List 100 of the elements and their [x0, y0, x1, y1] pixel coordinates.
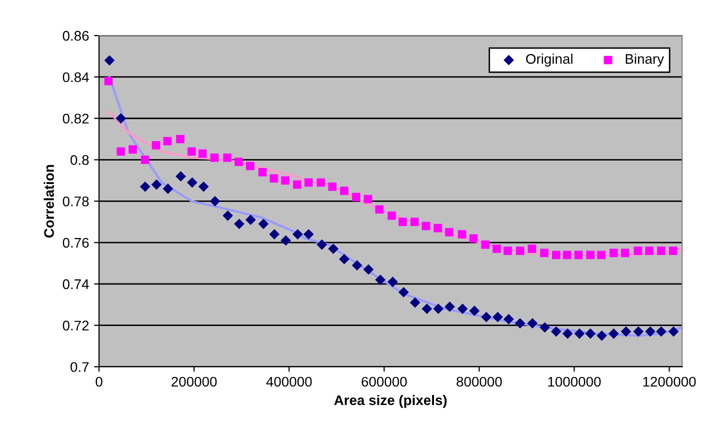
- point: [410, 297, 420, 308]
- point: [597, 250, 606, 260]
- point: [422, 304, 432, 314]
- point: [292, 229, 303, 240]
- point: [596, 330, 607, 341]
- point: [458, 230, 466, 238]
- point: [234, 218, 244, 230]
- point: [210, 196, 220, 206]
- y-tick-label: 0.72: [62, 320, 89, 331]
- y-axis-title: Correlation: [44, 164, 54, 238]
- point: [176, 134, 184, 144]
- point: [656, 326, 666, 337]
- point: [176, 171, 186, 182]
- x-tick-label: 800000: [456, 376, 502, 387]
- point: [492, 312, 503, 322]
- point: [433, 304, 444, 314]
- point: [503, 314, 514, 324]
- point: [269, 229, 280, 240]
- point: [550, 326, 562, 337]
- point: [198, 149, 207, 158]
- point: [457, 304, 468, 314]
- y-tick-label: 0.8: [70, 155, 89, 165]
- point: [258, 168, 267, 176]
- point: [222, 210, 234, 221]
- point: [104, 76, 113, 86]
- point: [234, 158, 243, 166]
- x-tick-label: 1000000: [548, 376, 601, 387]
- point: [527, 318, 538, 328]
- point: [608, 328, 619, 339]
- point: [492, 244, 501, 253]
- point: [620, 326, 632, 337]
- point: [528, 244, 536, 253]
- point: [398, 218, 407, 226]
- point: [552, 250, 560, 260]
- point: [574, 250, 583, 260]
- point: [364, 194, 372, 204]
- x-axis-title: Area size (pixels): [334, 394, 447, 408]
- point: [245, 214, 256, 225]
- point: [328, 182, 337, 191]
- point: [657, 246, 666, 255]
- point: [562, 250, 572, 260]
- point: [270, 174, 278, 183]
- point: [562, 328, 573, 339]
- point: [574, 328, 585, 339]
- point: [104, 55, 115, 66]
- point: [633, 326, 644, 337]
- point: [481, 240, 490, 249]
- point: [668, 326, 679, 337]
- point: [610, 248, 618, 258]
- point: [152, 141, 160, 150]
- point: [645, 246, 654, 255]
- point: [186, 177, 198, 188]
- point: [316, 239, 328, 250]
- point: [339, 254, 350, 264]
- point: [516, 246, 524, 255]
- point: [481, 312, 492, 322]
- point: [410, 218, 419, 226]
- point: [620, 248, 630, 258]
- point: [540, 322, 550, 333]
- y-tick-label: 0.74: [62, 279, 89, 290]
- y-tick-label: 0.84: [62, 72, 89, 82]
- point: [116, 147, 126, 156]
- point: [116, 113, 126, 124]
- point: [375, 205, 384, 214]
- point: [634, 246, 642, 255]
- point: [352, 192, 360, 202]
- point: [303, 229, 314, 240]
- y-tick-label: 0.78: [62, 196, 89, 206]
- point: [280, 235, 291, 246]
- point: [469, 234, 478, 243]
- point: [210, 154, 219, 162]
- x-tick-label: 0: [96, 376, 102, 387]
- x-tick-label: 600000: [362, 376, 407, 387]
- x-tick-label: 200000: [172, 376, 217, 387]
- point: [469, 306, 480, 316]
- point: [258, 218, 269, 230]
- point: [151, 179, 162, 190]
- point: [340, 186, 348, 195]
- legend-label: Original: [526, 54, 572, 67]
- point: [586, 250, 595, 260]
- point: [445, 228, 454, 236]
- point: [388, 276, 398, 288]
- point: [246, 162, 254, 170]
- point: [514, 318, 526, 328]
- point: [504, 246, 512, 255]
- point: [398, 287, 409, 298]
- point: [422, 222, 430, 230]
- point: [163, 136, 172, 146]
- point: [363, 264, 374, 275]
- point: [198, 181, 209, 192]
- x-tick-label: 400000: [266, 376, 312, 387]
- point: [128, 145, 137, 154]
- point: [140, 181, 150, 192]
- point: [540, 248, 548, 258]
- point: [585, 328, 596, 339]
- point: [293, 180, 302, 189]
- point: [645, 326, 656, 337]
- point: [388, 211, 396, 220]
- legend-label: Binary: [626, 54, 664, 67]
- point: [188, 147, 196, 156]
